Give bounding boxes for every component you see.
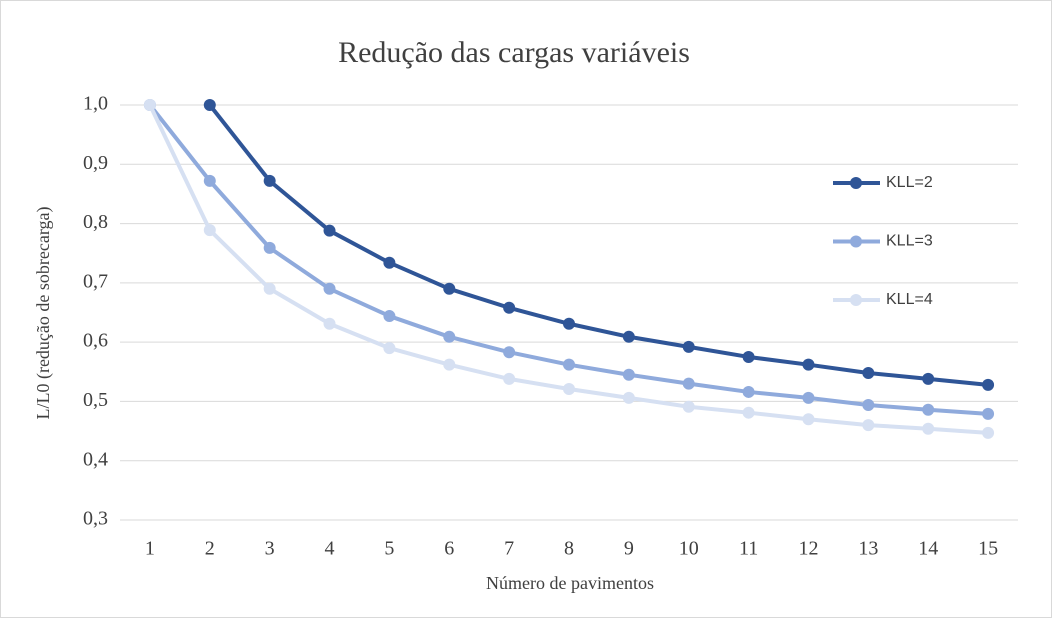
data-point bbox=[802, 358, 815, 371]
x-tick-label: 7 bbox=[504, 538, 514, 560]
legend-label: KLL=3 bbox=[886, 233, 933, 250]
data-point bbox=[682, 400, 695, 413]
data-point bbox=[443, 282, 456, 295]
data-point bbox=[922, 372, 935, 385]
data-point bbox=[862, 366, 875, 379]
data-point bbox=[982, 407, 995, 420]
y-tick-label: 0,6 bbox=[83, 330, 108, 352]
data-point bbox=[323, 282, 336, 295]
data-point bbox=[742, 350, 755, 363]
data-point bbox=[563, 317, 575, 330]
data-point bbox=[503, 372, 516, 385]
x-tick-label: 15 bbox=[978, 538, 998, 560]
data-point bbox=[622, 391, 635, 404]
x-tick-label: 4 bbox=[325, 538, 335, 560]
data-point bbox=[263, 241, 276, 254]
data-point bbox=[323, 224, 336, 237]
x-tick-label: 9 bbox=[624, 538, 634, 560]
data-point bbox=[443, 358, 456, 371]
data-point bbox=[143, 99, 156, 111]
data-point bbox=[563, 382, 575, 395]
data-point bbox=[383, 342, 396, 355]
legend-marker bbox=[850, 294, 862, 306]
chart-title: Redução das cargas variáveis bbox=[338, 36, 690, 69]
data-point bbox=[622, 330, 635, 343]
data-point bbox=[982, 426, 995, 439]
y-tick-label: 1,0 bbox=[83, 93, 108, 115]
data-point bbox=[203, 99, 216, 111]
legend-marker bbox=[850, 235, 862, 248]
x-tick-label: 5 bbox=[384, 538, 394, 560]
x-tick-label: 2 bbox=[205, 538, 215, 560]
y-axis-label: L/L0 (redução de sobrecarga) bbox=[33, 206, 54, 419]
data-point bbox=[563, 358, 575, 371]
x-tick-label: 3 bbox=[265, 538, 275, 560]
y-tick-label: 0,3 bbox=[83, 508, 108, 530]
data-point bbox=[203, 174, 216, 187]
y-tick-label: 0,8 bbox=[83, 211, 108, 233]
series-line bbox=[208, 103, 989, 387]
data-point bbox=[383, 310, 396, 323]
x-tick-label: 1 bbox=[145, 538, 155, 560]
x-tick-label: 10 bbox=[679, 538, 699, 560]
data-point bbox=[922, 403, 935, 416]
x-axis-label: Número de pavimentos bbox=[486, 573, 654, 593]
x-tick-label: 6 bbox=[444, 538, 454, 560]
y-tick-label: 0,5 bbox=[83, 389, 108, 411]
data-point bbox=[682, 377, 695, 390]
x-tick-label: 8 bbox=[564, 538, 574, 560]
data-point bbox=[263, 174, 276, 187]
data-point bbox=[503, 301, 516, 314]
y-tick-label: 0,4 bbox=[83, 448, 108, 470]
data-point bbox=[862, 398, 875, 411]
data-point bbox=[383, 256, 396, 269]
data-point bbox=[742, 406, 755, 419]
x-tick-label: 14 bbox=[918, 538, 938, 560]
legend-label: KLL=2 bbox=[886, 174, 933, 191]
data-point bbox=[862, 419, 875, 432]
y-tick-label: 0,7 bbox=[83, 270, 108, 292]
legend-marker bbox=[850, 177, 862, 189]
y-tick-label: 0,9 bbox=[83, 152, 108, 174]
data-point bbox=[802, 413, 815, 426]
data-point bbox=[203, 224, 216, 237]
data-point bbox=[622, 368, 635, 381]
x-tick-label: 12 bbox=[798, 538, 818, 560]
data-point bbox=[682, 340, 695, 353]
data-point bbox=[922, 422, 935, 435]
data-point bbox=[323, 317, 336, 330]
data-point bbox=[443, 330, 456, 343]
x-tick-label: 13 bbox=[858, 538, 878, 560]
data-point bbox=[503, 346, 516, 359]
data-point bbox=[802, 391, 815, 404]
legend-label: KLL=4 bbox=[886, 291, 933, 308]
data-point bbox=[263, 282, 276, 295]
data-point bbox=[742, 385, 755, 398]
x-tick-label: 11 bbox=[739, 538, 758, 560]
data-point bbox=[982, 378, 995, 391]
